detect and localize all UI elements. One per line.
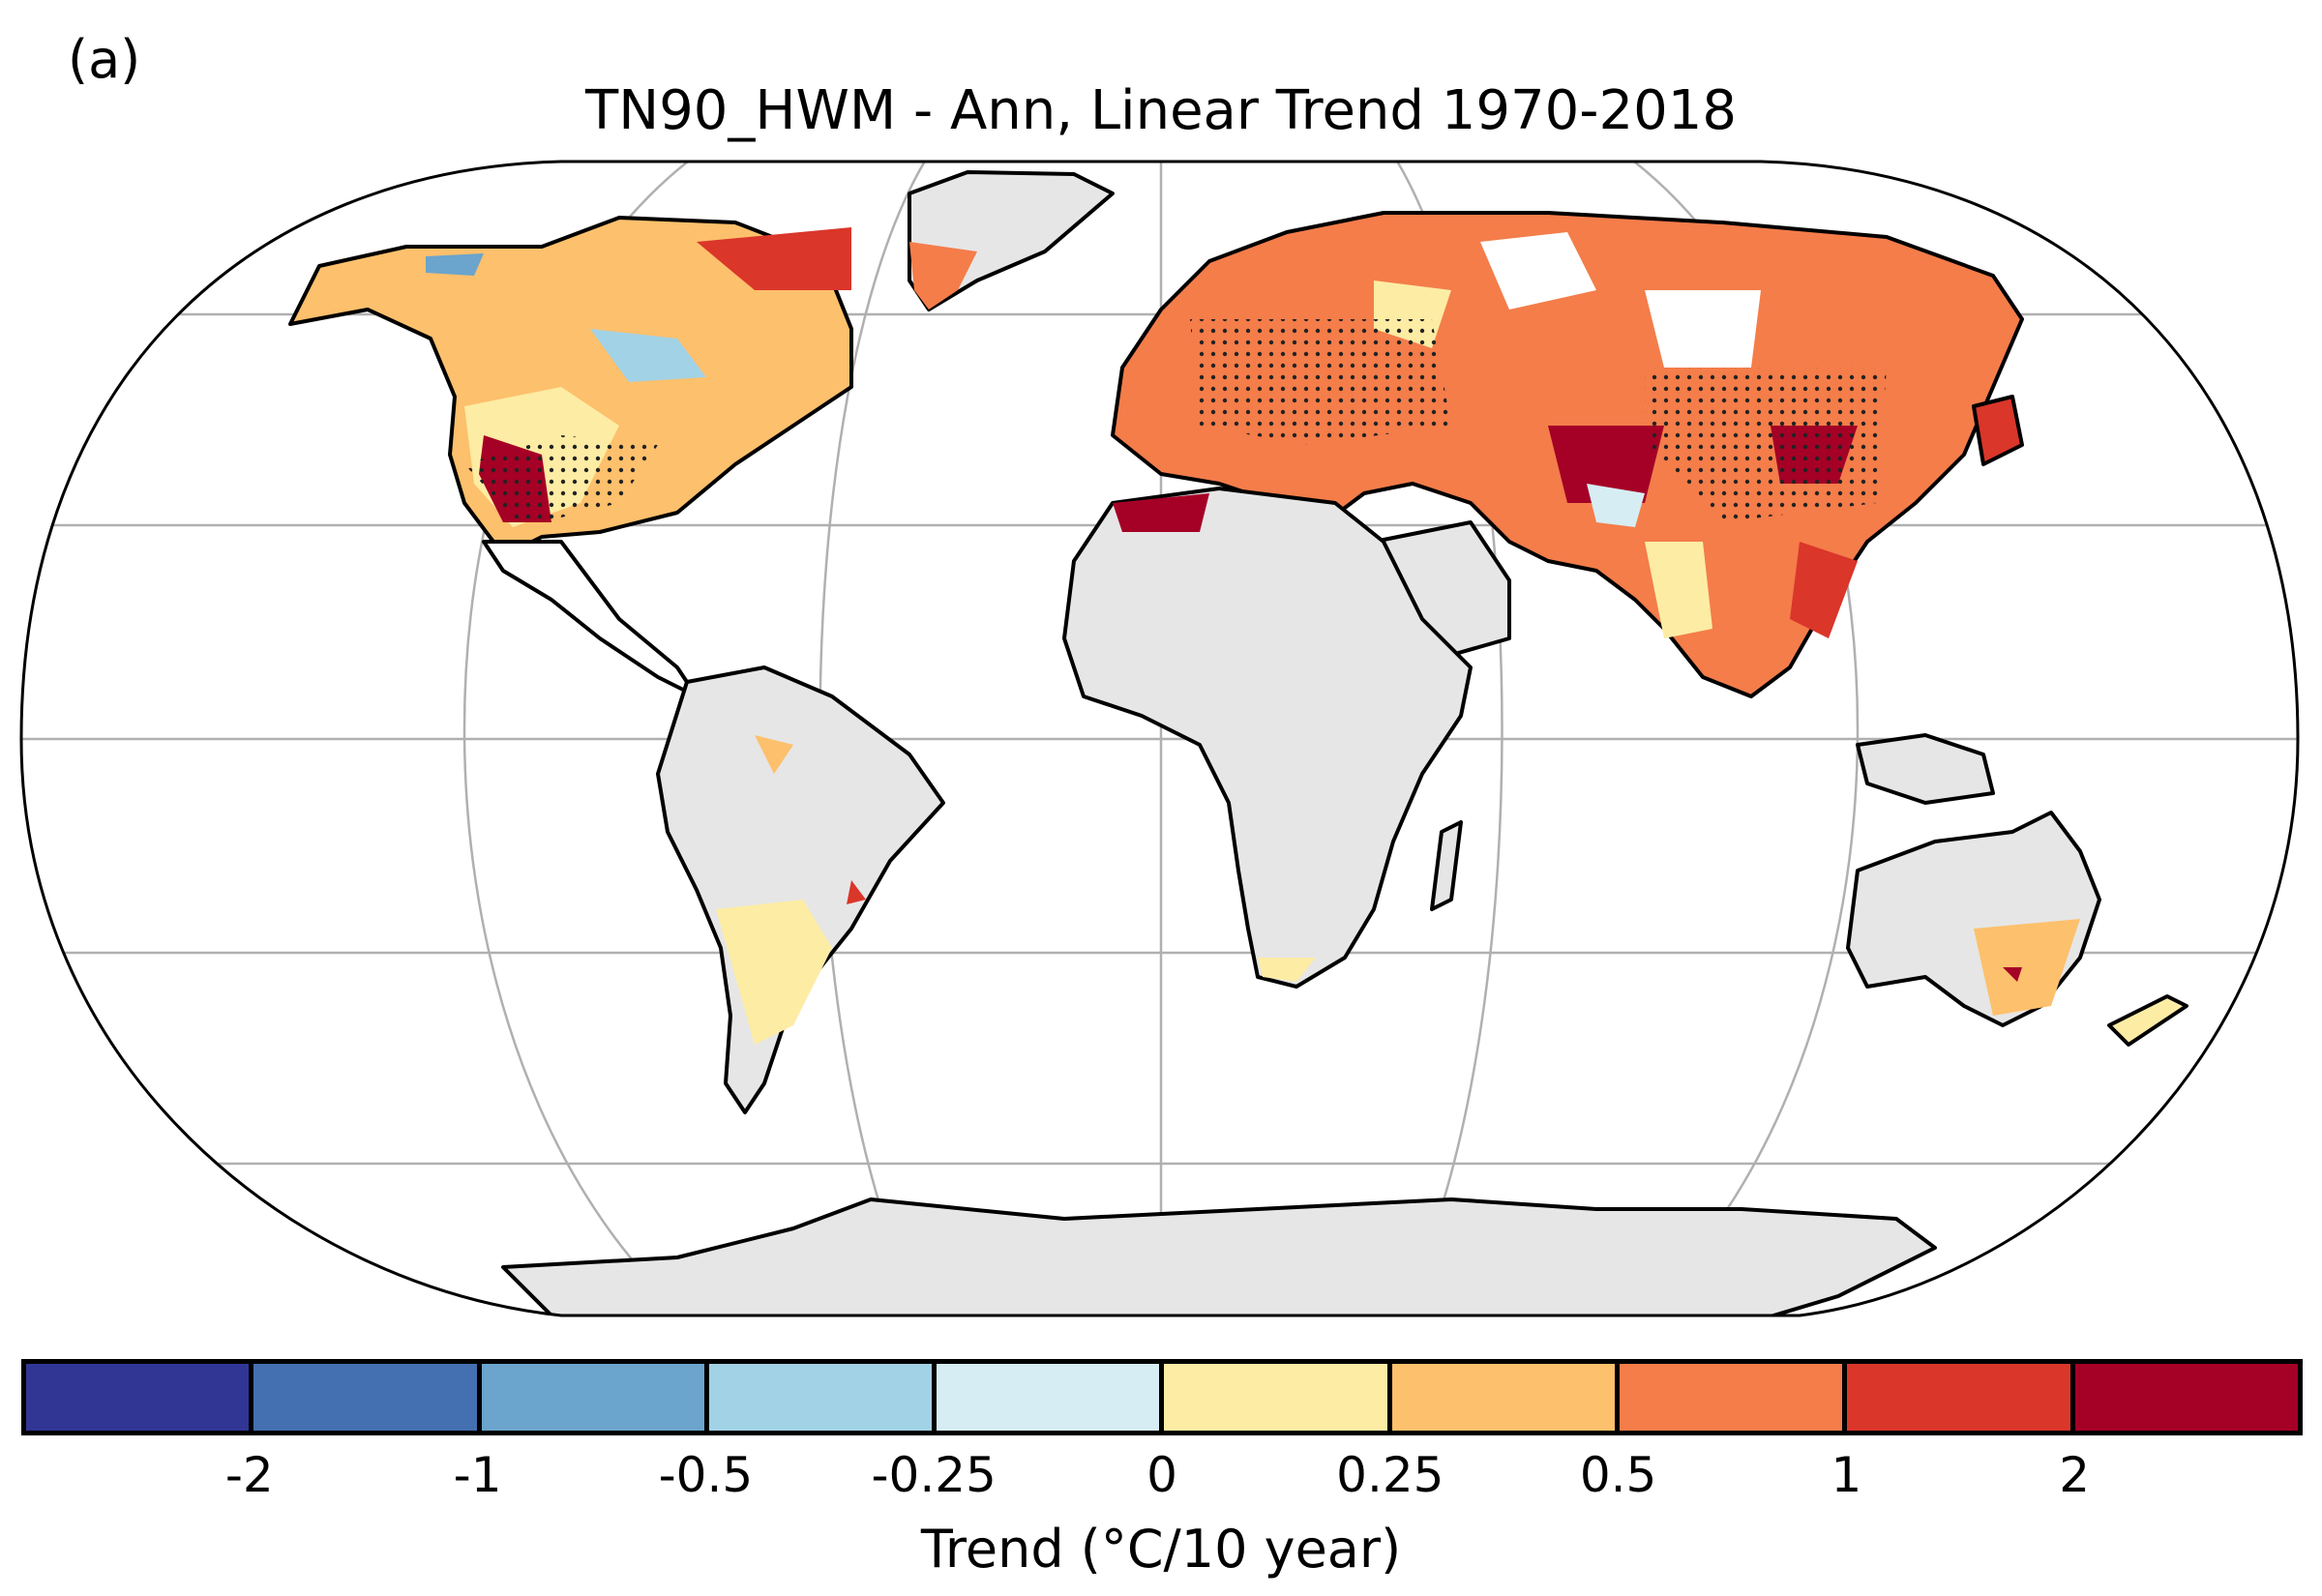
colorbar-bin: [2074, 1364, 2298, 1431]
africa: [1062, 487, 1473, 989]
colorbar-bin: [26, 1364, 254, 1431]
colorbar-bin: [937, 1364, 1165, 1431]
colorbar-bin: [1847, 1364, 2075, 1431]
colorbar: [21, 1359, 2303, 1435]
colorbar-bin: [1164, 1364, 1392, 1431]
colorbar-tick-label: -1: [453, 1447, 502, 1503]
panel-label: (a): [68, 29, 141, 90]
colorbar-tick-label: 0: [1146, 1447, 1177, 1503]
south-america: [656, 665, 945, 1114]
colorbar-tick-label: 0.25: [1336, 1447, 1444, 1503]
colorbar-bin: [1391, 1364, 1621, 1431]
globe-outline: [19, 160, 2300, 1317]
colorbar-bin: [481, 1364, 709, 1431]
colorbar-tick-label: -0.5: [658, 1447, 754, 1503]
australia: [1846, 811, 2188, 1047]
map-title: TN90_HWM - Ann, Linear Trend 1970-2018: [585, 79, 1737, 142]
colorbar-bin: [708, 1364, 938, 1431]
colorbar-bin: [1620, 1364, 1848, 1431]
colorbar-label: Trend (°C/10 year): [920, 1519, 1402, 1580]
colorbar-bin: [253, 1364, 482, 1431]
north-america: [288, 170, 1115, 698]
world-map: [19, 160, 2300, 1317]
eurasia: [1111, 211, 2024, 805]
colorbar-tick-label: 0.5: [1579, 1447, 1657, 1503]
colorbar-tick-label: -0.25: [871, 1447, 997, 1503]
antarctica: [501, 1197, 1937, 1315]
colorbar-tick-label: -2: [224, 1447, 274, 1503]
colorbar-tick-label: 1: [1831, 1447, 1862, 1503]
colorbar-tick-label: 2: [2059, 1447, 2091, 1503]
